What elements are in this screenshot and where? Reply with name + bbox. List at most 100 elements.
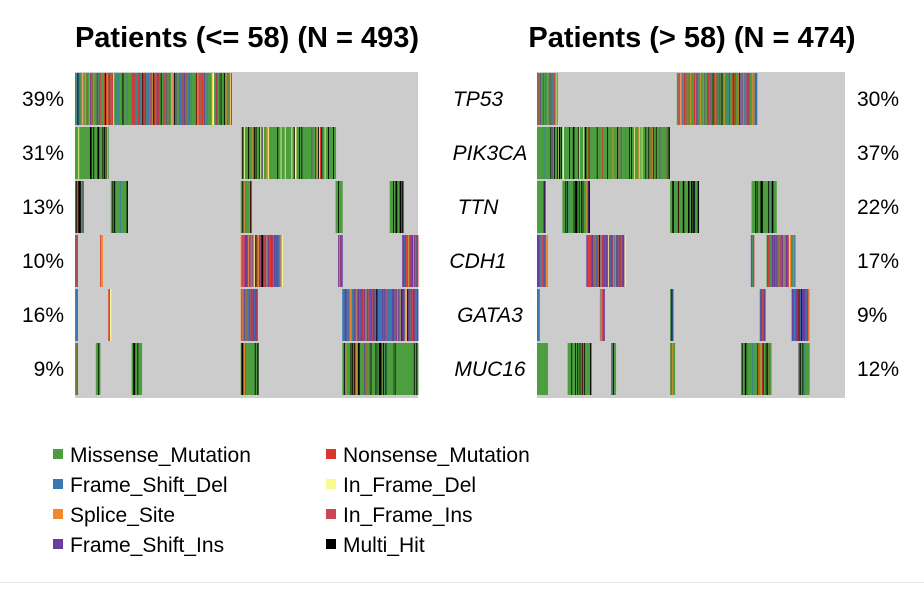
mutation-cell (298, 127, 300, 179)
mutation-cell (777, 235, 780, 287)
mutation-cell (689, 73, 691, 125)
mutation-cell (588, 343, 590, 395)
mutation-cell (325, 127, 327, 179)
mutation-cell (85, 73, 88, 125)
mutation-cell (766, 181, 768, 233)
mutation-cell (682, 73, 685, 125)
mutation-cell (699, 73, 702, 125)
mutation-cell (256, 289, 258, 341)
mutation-cell (542, 73, 544, 125)
mutation-cell (360, 289, 362, 341)
percent-right-muc16: 12% (857, 358, 899, 381)
mutation-cell (244, 289, 247, 341)
mutation-cell (241, 289, 243, 341)
mutation-cell (734, 73, 736, 125)
mutation-cell (619, 127, 622, 179)
mutation-cell (313, 127, 315, 179)
mutation-cell (618, 127, 620, 179)
mutation-cell (767, 235, 769, 287)
mutation-cell (223, 73, 225, 125)
mutation-cell (537, 181, 539, 233)
mutation-cell (615, 235, 617, 287)
mutation-cell (78, 127, 80, 179)
mutation-cell (539, 343, 541, 395)
mutation-cell (345, 343, 347, 395)
mutation-cell (76, 73, 78, 125)
mutation-cell (165, 73, 168, 125)
mutation-cell (115, 181, 118, 233)
mutation-cell (577, 181, 579, 233)
mutation-cell (753, 181, 755, 233)
mutation-cell (99, 73, 102, 125)
mutation-cell (101, 127, 103, 179)
mutation-cell (545, 127, 548, 179)
mutation-cell (772, 181, 774, 233)
mutation-cell (808, 343, 810, 395)
mutation-cell (295, 127, 297, 179)
mutation-cell (602, 127, 605, 179)
mutation-cell (332, 127, 334, 179)
mutation-cell (144, 73, 147, 125)
mutation-cell (549, 73, 552, 125)
mutation-cell (800, 289, 803, 341)
mutation-cell (749, 343, 751, 395)
mutation-cell (226, 73, 228, 125)
mutation-cell (345, 289, 347, 341)
mutation-cell (634, 127, 637, 179)
mutation-cell (587, 127, 590, 179)
mutation-cell (570, 343, 572, 395)
mutation-cell (588, 181, 590, 233)
mutation-cell (111, 73, 113, 125)
mutation-cell (136, 73, 138, 125)
mutation-cell (138, 343, 140, 395)
mutation-cell (339, 235, 342, 287)
mutation-cell (253, 289, 255, 341)
mutation-cell (159, 73, 161, 125)
mutation-cell (316, 127, 318, 179)
mutation-cell (248, 235, 250, 287)
mutation-cell (392, 181, 394, 233)
mutation-cell (539, 127, 541, 179)
mutation-cell (677, 181, 679, 233)
mutation-cell (559, 127, 561, 179)
mutation-cell (94, 73, 97, 125)
mutation-cell (553, 73, 555, 125)
mutation-cell (397, 181, 399, 233)
mutation-cell (76, 235, 78, 287)
mutation-cell (658, 127, 660, 179)
mutation-cell (770, 235, 773, 287)
mutation-cell (568, 127, 570, 179)
mutation-cell (611, 343, 614, 395)
mutation-cell (792, 235, 794, 287)
mutation-cell (801, 289, 803, 341)
mutation-cell (538, 73, 540, 125)
mutation-cell (329, 127, 332, 179)
mutation-cell (270, 127, 272, 179)
mutation-cell (96, 127, 98, 179)
mutation-cell (564, 127, 566, 179)
mutation-cell (83, 127, 85, 179)
mutation-cell (616, 235, 619, 287)
gene-row-cdh1 (75, 235, 419, 287)
mutation-cell (118, 73, 120, 125)
mutation-cell (373, 289, 376, 341)
mutation-cell (635, 127, 637, 179)
mutation-cell (744, 343, 746, 395)
mutation-cell (383, 289, 385, 341)
mutation-cell (634, 127, 636, 179)
mutation-cell (353, 289, 355, 341)
mutation-cell (413, 289, 416, 341)
mutation-cell (308, 127, 311, 179)
mutation-cell (286, 127, 288, 179)
mutation-cell (368, 343, 371, 395)
mutation-cell (318, 127, 321, 179)
mutation-cell (243, 343, 245, 395)
mutation-cell (105, 127, 108, 179)
mutation-cell (606, 235, 608, 287)
mutation-cell (587, 181, 589, 233)
mutation-cell (544, 127, 546, 179)
mutation-cell (611, 127, 614, 179)
mutation-cell (762, 289, 764, 341)
mutation-cell (622, 127, 624, 179)
mutation-cell (353, 343, 355, 395)
